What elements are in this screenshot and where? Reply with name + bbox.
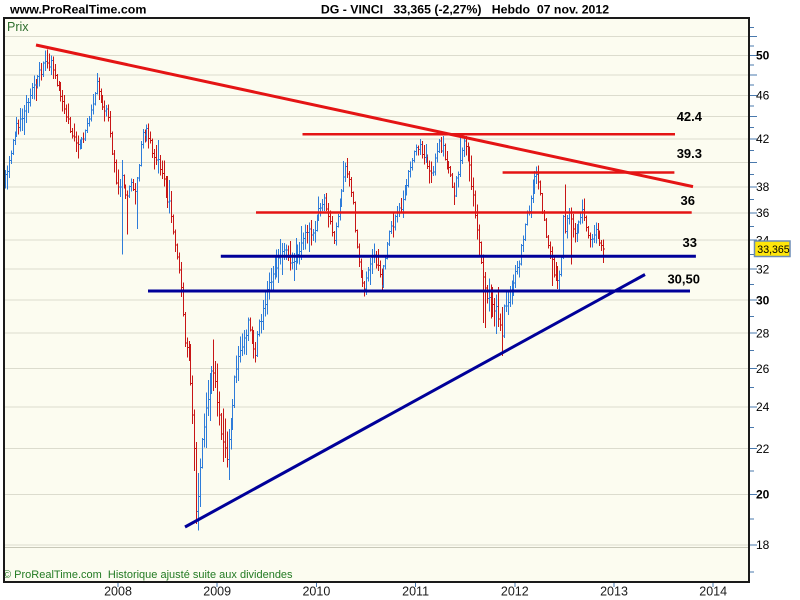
svg-text:30: 30 [756,293,770,307]
svg-text:33,365: 33,365 [757,244,790,256]
svg-text:2010: 2010 [302,585,330,599]
svg-text:2014: 2014 [699,585,727,599]
svg-text:32: 32 [756,262,770,276]
svg-text:20: 20 [756,488,770,502]
svg-text:DG - VINCI 33,365 (-2,27%): DG - VINCI 33,365 (-2,27%) Hebdo 07 nov.… [321,3,609,17]
svg-text:46: 46 [756,89,770,103]
svg-text:2008: 2008 [104,585,132,599]
svg-text:28: 28 [756,326,770,340]
svg-text:22: 22 [756,442,770,456]
svg-text:39.3: 39.3 [677,146,702,161]
svg-text:© ProRealTime.com Historique: © ProRealTime.com Historique ajusté suit… [3,569,293,581]
svg-text:24: 24 [756,400,770,414]
svg-text:2011: 2011 [402,585,429,599]
svg-text:30,50: 30,50 [667,272,700,287]
svg-text:2013: 2013 [600,585,628,599]
svg-text:www.ProRealTime.com: www.ProRealTime.com [9,3,146,17]
svg-text:2012: 2012 [501,585,529,599]
svg-text:36: 36 [756,206,770,220]
svg-text:26: 26 [756,362,770,376]
svg-text:38: 38 [756,180,770,194]
svg-text:33: 33 [683,235,697,250]
svg-text:2009: 2009 [203,585,231,599]
svg-text:42.4: 42.4 [677,109,703,124]
svg-text:50: 50 [756,49,770,63]
svg-text:36: 36 [681,193,695,208]
svg-text:Prix: Prix [7,20,29,34]
svg-text:42: 42 [756,132,770,146]
svg-text:18: 18 [756,538,770,552]
